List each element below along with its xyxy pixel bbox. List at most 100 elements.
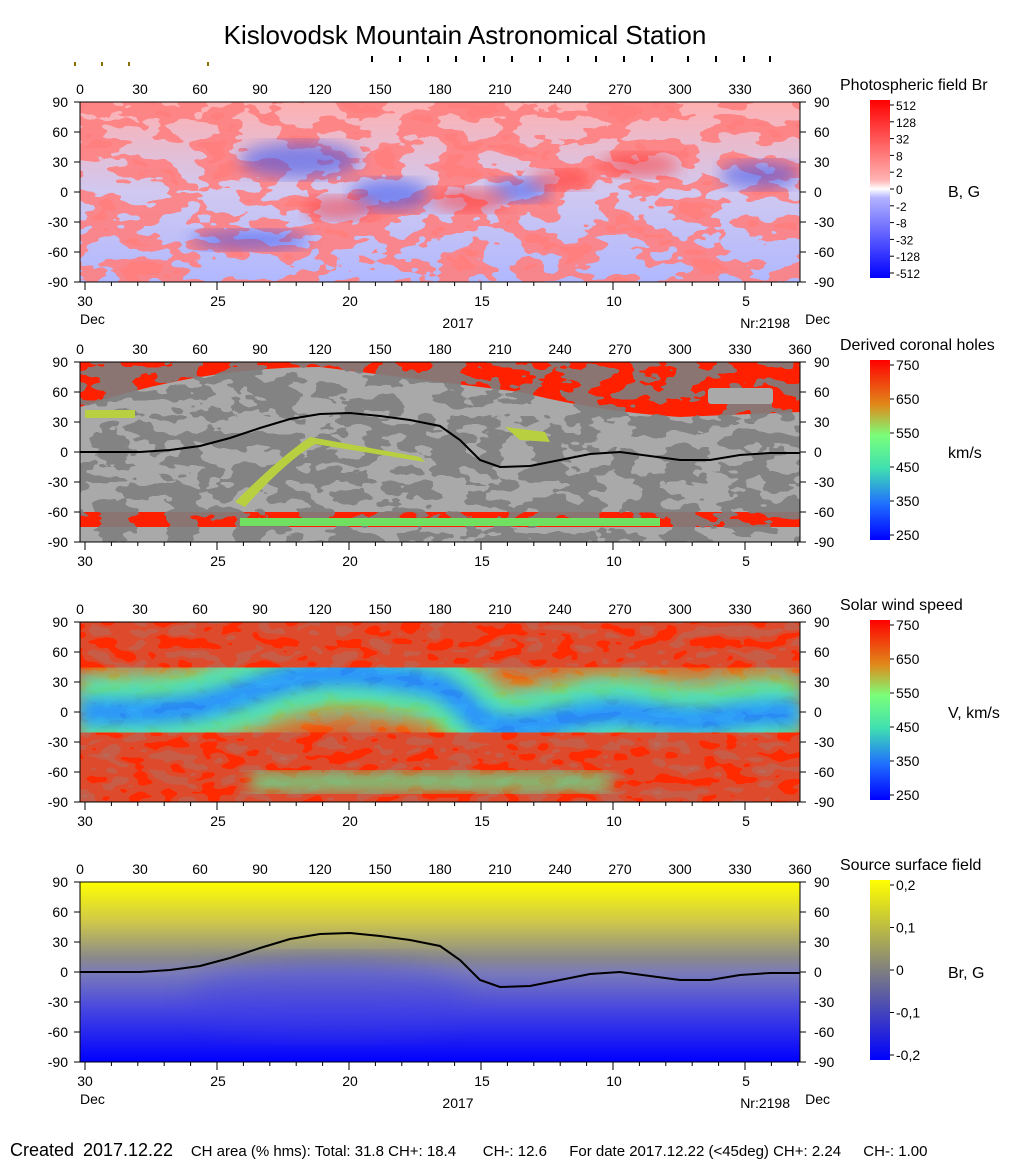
lat-tick-label: 0: [814, 704, 822, 720]
date-tick-label: 15: [474, 1073, 490, 1089]
lat-tick-label: -90: [48, 274, 68, 290]
lat-tick-label: 90: [814, 874, 830, 890]
lat-tick-label: 60: [52, 644, 68, 660]
lat-tick-label: -60: [814, 504, 834, 520]
lon-tick-label: 90: [252, 341, 268, 357]
coronal-hole-strip: [85, 410, 135, 418]
map-background: [80, 882, 800, 1062]
lon-tick-label: 180: [428, 861, 452, 877]
footer-info: Created 2017.12.22 CH area (% hms): Tota…: [10, 1140, 927, 1161]
colorbar-tick-label: 650: [896, 391, 920, 407]
panel-title: Photospheric field Br: [840, 77, 988, 94]
colorbar-tick-label: -0,1: [896, 1005, 920, 1021]
negative-region: [720, 161, 800, 189]
lon-tick-label: 210: [488, 341, 512, 357]
for-date-text: For date 2017.12.22 (<45deg) CH+: 2.24: [569, 1143, 842, 1160]
colorbar-tick-label: 0,1: [896, 920, 916, 936]
lat-tick-label: 0: [814, 964, 822, 980]
colorbar-tick-label: 0,2: [896, 877, 916, 893]
lon-tick-label: 30: [132, 601, 148, 617]
date-tick-label: 5: [742, 293, 750, 309]
colorbar: [870, 880, 890, 1060]
lat-tick-label: 30: [814, 154, 830, 170]
lon-tick-label: 150: [368, 601, 392, 617]
panel-title: Derived coronal holes: [840, 337, 995, 354]
lat-tick-label: 0: [814, 444, 822, 460]
colorbar-tick-label: 250: [896, 527, 920, 543]
lon-tick-label: 180: [428, 601, 452, 617]
lat-tick-label: -60: [48, 1024, 68, 1040]
lat-tick-label: -30: [48, 734, 68, 750]
colorbar-tick-label: 0: [896, 183, 903, 197]
lat-tick-label: -30: [48, 214, 68, 230]
lat-tick-label: 0: [60, 964, 68, 980]
lon-tick-label: 330: [728, 81, 752, 97]
lat-tick-label: -30: [814, 734, 834, 750]
map-layer: [80, 362, 800, 542]
lat-tick-label: -30: [48, 994, 68, 1010]
colorbar-tick-label: -128: [896, 250, 920, 264]
date-tick-label: 25: [210, 1073, 226, 1089]
lon-tick-label: 240: [548, 341, 572, 357]
lon-tick-label: 360: [788, 341, 812, 357]
colorbar-tick-label: -512: [896, 267, 920, 281]
colorbar-tick-label: -0,2: [896, 1047, 920, 1063]
date-end-label: Dec: [805, 311, 830, 327]
date-tick-label: 25: [210, 553, 226, 569]
lon-tick-label: 300: [668, 601, 692, 617]
lon-tick-label: 270: [608, 81, 632, 97]
lon-tick-label: 120: [308, 81, 332, 97]
colorbar-tick-label: 450: [896, 459, 920, 475]
lat-tick-label: 30: [52, 414, 68, 430]
lon-tick-label: 240: [548, 81, 572, 97]
lon-tick-label: 360: [788, 601, 812, 617]
lon-tick-label: 30: [132, 861, 148, 877]
colorbar-tick-label: 550: [896, 425, 920, 441]
lon-tick-label: 0: [76, 601, 84, 617]
lat-tick-label: 30: [814, 414, 830, 430]
lon-tick-label: 360: [788, 81, 812, 97]
colorbar-tick-label: -32: [896, 233, 914, 247]
lat-tick-label: -90: [48, 1054, 68, 1070]
date-tick-label: 10: [606, 553, 622, 569]
ch-minus-date-text: CH-: 1.00: [863, 1143, 928, 1160]
negative-region: [190, 957, 470, 1037]
lat-tick-label: 60: [52, 124, 68, 140]
lon-tick-label: 180: [428, 341, 452, 357]
map-layer: [80, 102, 800, 282]
colorbar-tick-label: 2: [896, 166, 903, 180]
date-tick-label: 30: [77, 293, 93, 309]
lat-tick-label: 0: [60, 184, 68, 200]
colorbar-tick-label: 32: [896, 133, 910, 147]
colorbar-tick-label: 550: [896, 685, 920, 701]
colorbar-tick-label: -2: [896, 200, 907, 214]
colorbar-tick-label: 450: [896, 719, 920, 735]
date-tick-label: 30: [77, 813, 93, 829]
colorbar-unit-label: B, G: [948, 184, 980, 201]
lat-tick-label: 90: [52, 874, 68, 890]
lat-tick-label: -90: [814, 1054, 834, 1070]
lon-tick-label: 150: [368, 341, 392, 357]
colorbar-tick-label: 250: [896, 787, 920, 803]
lat-tick-label: 30: [814, 934, 830, 950]
date-start-label: Dec: [80, 311, 105, 327]
positive-region: [600, 153, 680, 177]
lat-tick-label: 60: [814, 644, 830, 660]
lon-tick-label: 0: [76, 81, 84, 97]
map-texture: [80, 362, 800, 542]
lat-tick-label: 90: [52, 354, 68, 370]
lat-tick-label: 60: [814, 124, 830, 140]
lat-tick-label: -90: [48, 534, 68, 550]
lat-tick-label: -30: [814, 474, 834, 490]
date-tick-label: 5: [742, 1073, 750, 1089]
lat-tick-label: -60: [814, 764, 834, 780]
lon-tick-label: 0: [76, 341, 84, 357]
lat-tick-label: 60: [52, 904, 68, 920]
positive-region: [305, 196, 375, 220]
lon-tick-label: 150: [368, 861, 392, 877]
date-tick-label: 20: [342, 1073, 358, 1089]
map-texture: [80, 102, 800, 282]
slow-wind-band: [250, 772, 610, 792]
lat-tick-label: 30: [814, 674, 830, 690]
